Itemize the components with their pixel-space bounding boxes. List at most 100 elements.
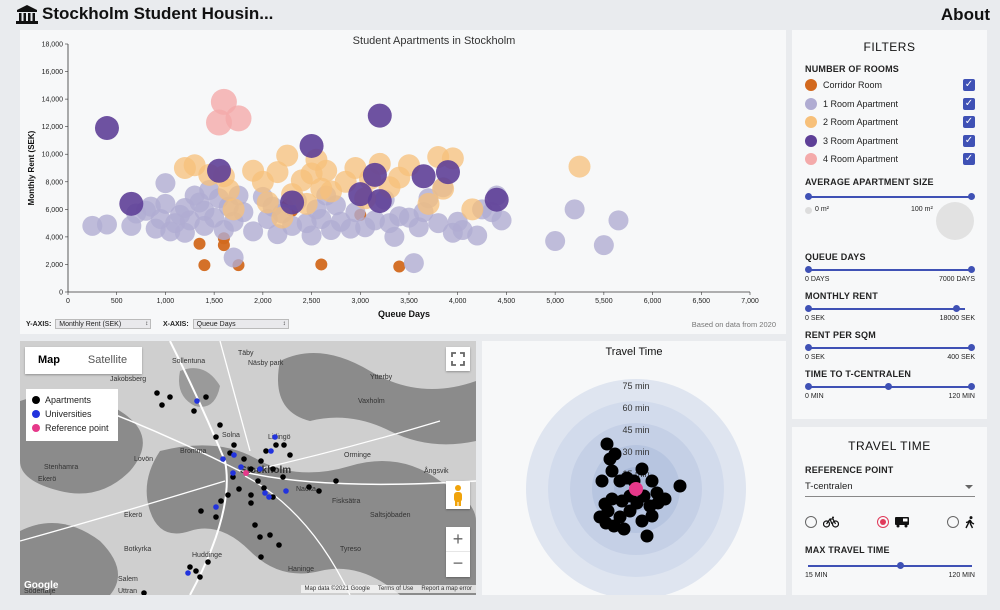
map-canvas[interactable]: Jakobsberg Sollentuna Täby Näsby park Ytterb… bbox=[20, 341, 476, 595]
sqm-section-title: RENT PER SQM bbox=[805, 329, 876, 340]
radio-button[interactable] bbox=[947, 516, 959, 528]
top-bar: Stockholm Student Housin... About bbox=[0, 0, 1000, 30]
reference-point-marker bbox=[629, 482, 643, 496]
legend-label: Reference point bbox=[45, 423, 109, 433]
sqm-slider[interactable] bbox=[805, 343, 975, 353]
zoom-in-button[interactable]: + bbox=[446, 527, 470, 552]
x-axis-label: Queue Days bbox=[378, 309, 430, 319]
data-point bbox=[301, 225, 322, 246]
sqm-min-label: 0 SEK bbox=[805, 353, 825, 361]
slider-max-handle[interactable] bbox=[953, 304, 960, 312]
mode-bike-option[interactable] bbox=[805, 516, 839, 528]
mode-bus-option[interactable] bbox=[877, 516, 909, 528]
y-axis-select-box[interactable]: Monthly Rent (SEK) ↕ bbox=[55, 319, 152, 329]
map-place-label: Jakobsberg bbox=[110, 376, 146, 383]
series-3-room-apartment bbox=[94, 103, 509, 216]
slider-handle[interactable] bbox=[897, 562, 904, 569]
size-slider[interactable] bbox=[805, 192, 975, 202]
y-tick-label: 6,000 bbox=[45, 207, 63, 214]
slider-max-handle[interactable] bbox=[968, 192, 975, 200]
chart-footnote: Based on data from 2020 bbox=[691, 320, 776, 329]
slider-min-handle[interactable] bbox=[805, 192, 812, 200]
university-marker bbox=[266, 494, 272, 500]
apartment-marker bbox=[640, 529, 654, 543]
apartment-marker bbox=[615, 494, 629, 508]
radio-button[interactable] bbox=[805, 516, 817, 528]
y-tick-label: 16,000 bbox=[42, 69, 64, 76]
data-point bbox=[435, 160, 460, 185]
radio-button-selected[interactable] bbox=[877, 516, 889, 528]
water-area bbox=[179, 368, 220, 407]
rent-section-title: MONTHLY RENT bbox=[805, 290, 878, 301]
x-tick-label: 3,500 bbox=[400, 298, 418, 305]
slider-max-handle[interactable] bbox=[968, 343, 975, 351]
apartment-marker bbox=[273, 442, 279, 448]
x-tick-label: 500 bbox=[111, 298, 123, 305]
tab-map[interactable]: Map bbox=[38, 354, 60, 366]
room-color-swatch bbox=[805, 116, 817, 129]
mode-walk-option[interactable] bbox=[947, 515, 975, 529]
checkbox-checked[interactable]: ✓ bbox=[963, 153, 975, 166]
map-place-label: Uttran bbox=[118, 588, 137, 595]
tab-satellite[interactable]: Satellite bbox=[87, 354, 128, 366]
x-tick-label: 1,000 bbox=[157, 298, 175, 305]
checkbox-checked[interactable]: ✓ bbox=[963, 97, 975, 110]
data-point bbox=[198, 259, 211, 272]
map-place-label: Täby bbox=[238, 350, 254, 357]
apartment-marker bbox=[198, 508, 204, 514]
about-link[interactable]: About bbox=[940, 5, 990, 24]
room-filter-item[interactable]: 3 Room Apartment ✓ bbox=[805, 132, 975, 151]
data-point bbox=[119, 191, 144, 216]
slider-min-handle[interactable] bbox=[805, 343, 812, 351]
slider-mid-handle[interactable] bbox=[885, 382, 892, 390]
report-error-link[interactable]: Report a map error bbox=[421, 586, 472, 592]
slider-min-handle[interactable] bbox=[805, 304, 812, 312]
tc-slider[interactable] bbox=[805, 382, 975, 392]
x-axis-select-box[interactable]: Queue Days ↕ bbox=[192, 319, 289, 329]
zoom-control[interactable]: + − bbox=[446, 527, 470, 577]
brand[interactable]: Stockholm Student Housin... bbox=[16, 4, 273, 24]
map-type-control[interactable]: Map Satellite bbox=[25, 347, 142, 374]
rent-slider[interactable] bbox=[805, 304, 975, 314]
max-travel-time-slider[interactable] bbox=[805, 561, 975, 571]
y-axis-label: Monthly Rent (SEK) bbox=[27, 130, 36, 205]
travel-time-panel: Travel Time 75 min 60 min 45 min 30 min 15 m… bbox=[482, 341, 786, 595]
terms-link[interactable]: Terms of Use bbox=[377, 586, 414, 592]
fullscreen-button[interactable] bbox=[446, 347, 470, 371]
slider-min-handle[interactable] bbox=[805, 382, 812, 390]
google-logo: Google bbox=[24, 580, 59, 591]
room-filter-item[interactable]: 2 Room Apartment ✓ bbox=[805, 113, 975, 132]
checkbox-checked[interactable]: ✓ bbox=[963, 134, 975, 147]
checkbox-checked[interactable]: ✓ bbox=[963, 116, 975, 129]
checkbox-checked[interactable]: ✓ bbox=[963, 79, 975, 92]
reference-point-select[interactable]: T-centralen bbox=[805, 480, 975, 497]
room-filter-label: Corridor Room bbox=[823, 80, 883, 91]
apartment-marker bbox=[248, 466, 254, 472]
data-point bbox=[608, 210, 629, 231]
slider-min-handle[interactable] bbox=[805, 265, 812, 273]
room-filter-item[interactable]: 4 Room Apartment ✓ bbox=[805, 150, 975, 169]
apartment-marker bbox=[280, 474, 286, 480]
y-tick-label: 12,000 bbox=[42, 124, 64, 131]
room-filter-item[interactable]: 1 Room Apartment ✓ bbox=[805, 95, 975, 114]
x-tick-label: 5,000 bbox=[546, 298, 564, 305]
x-tick-label: 2,000 bbox=[254, 298, 272, 305]
queue-slider[interactable] bbox=[805, 265, 975, 275]
queue-min-label: 0 DAYS bbox=[805, 275, 830, 283]
zoom-out-button[interactable]: − bbox=[452, 553, 464, 573]
map-place-label: Ångsvik bbox=[424, 466, 449, 475]
y-axis-select[interactable]: Y-AXIS: Monthly Rent (SEK) ↕ bbox=[26, 319, 152, 329]
slider-track bbox=[808, 307, 965, 310]
map-panel[interactable]: Jakobsberg Sollentuna Täby Näsby park Ytterb… bbox=[20, 341, 476, 595]
rent-max-label: 18000 SEK bbox=[939, 314, 975, 322]
data-point bbox=[393, 260, 406, 273]
x-axis-select[interactable]: X-AXIS: Queue Days ↕ bbox=[163, 319, 289, 329]
slider-max-handle[interactable] bbox=[968, 382, 975, 390]
map-data-credit: Map data ©2021 Google bbox=[304, 586, 370, 592]
slider-track bbox=[808, 565, 972, 567]
y-tick-label: 14,000 bbox=[42, 97, 64, 104]
street-view-button[interactable] bbox=[446, 481, 470, 509]
map-legend-item: Universities bbox=[32, 407, 112, 421]
slider-max-handle[interactable] bbox=[968, 265, 975, 273]
room-filter-item[interactable]: Corridor Room ✓ bbox=[805, 76, 975, 95]
